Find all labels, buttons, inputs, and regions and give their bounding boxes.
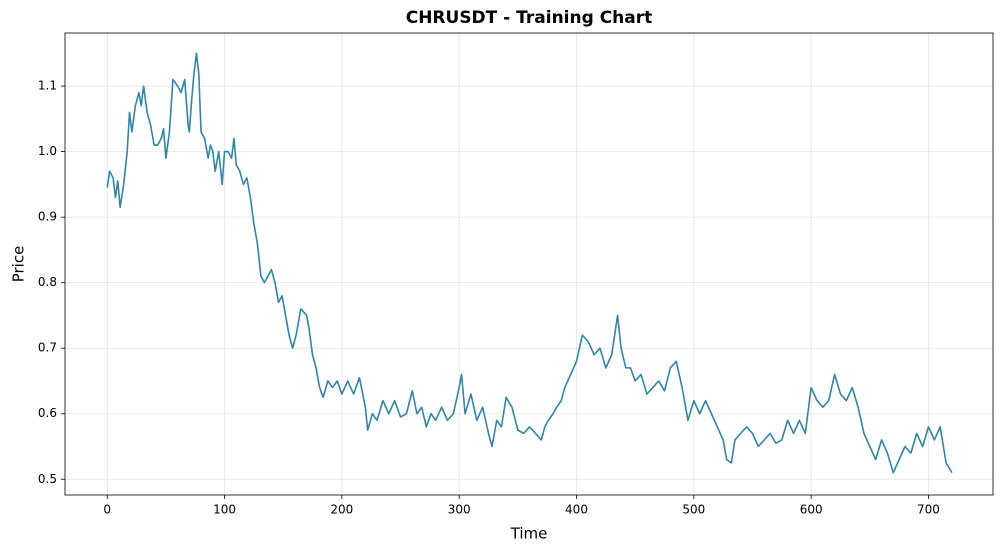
y-tick-label: 1.0 xyxy=(38,144,57,158)
y-tick-label: 1.1 xyxy=(38,79,57,93)
price-line xyxy=(106,52,953,474)
x-tick-label: 700 xyxy=(917,503,940,517)
chart-title: CHRUSDT - Training Chart xyxy=(406,8,653,28)
x-axis-label: Time xyxy=(510,525,548,543)
x-tick-label: 300 xyxy=(448,503,471,517)
x-tick-label: 600 xyxy=(800,503,823,517)
y-axis-label: Price xyxy=(10,246,28,283)
x-tick-label: 500 xyxy=(682,503,705,517)
y-tick-label: 0.6 xyxy=(38,406,57,420)
y-tick-label: 0.9 xyxy=(38,210,57,224)
y-tick-label: 0.5 xyxy=(38,472,57,486)
y-tick-label: 0.8 xyxy=(38,275,57,289)
x-tick-label: 200 xyxy=(330,503,353,517)
plot-frame xyxy=(64,32,994,496)
x-tick-label: 100 xyxy=(213,503,236,517)
x-tick-label: 400 xyxy=(565,503,588,517)
y-tick-label: 0.7 xyxy=(38,341,57,355)
x-tick-label: 0 xyxy=(103,503,111,517)
